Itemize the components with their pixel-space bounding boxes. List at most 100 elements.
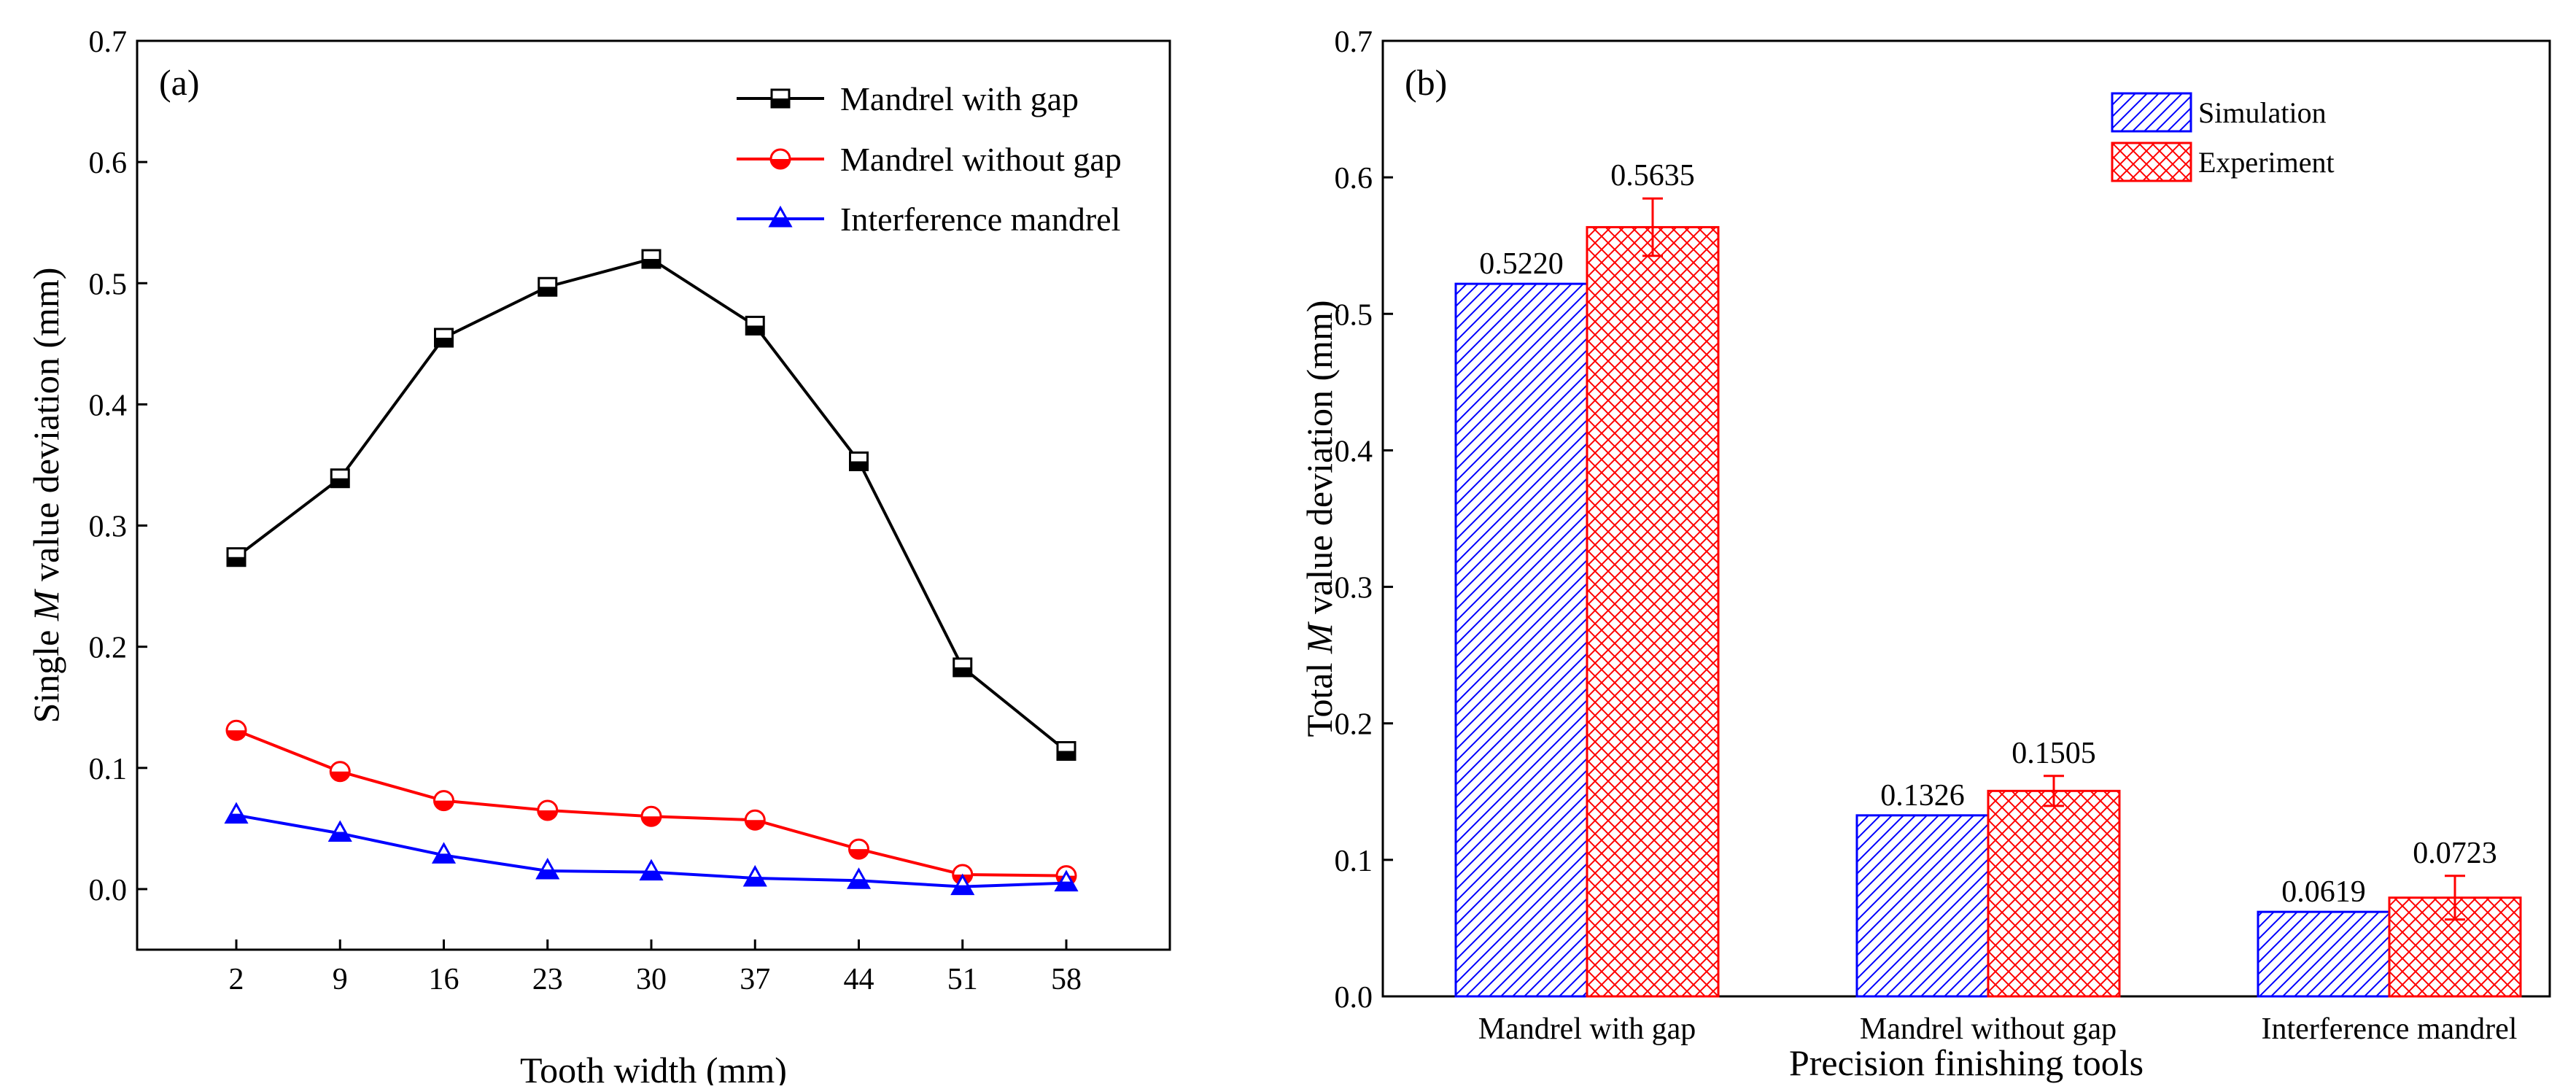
- legend-entry-mandrel-without-gap: Mandrel without gap: [737, 141, 1122, 178]
- series-experiment: 0.5635 0.1505 0.0723: [1586, 159, 2522, 998]
- legend-entry-mandrel-with-gap: Mandrel with gap: [737, 80, 1079, 117]
- x-tick-label: 2: [229, 963, 244, 996]
- data-label-simulation: 0.5220: [1479, 247, 1564, 281]
- panel-a-y-axis-title: Single M value deviation (mm): [26, 268, 66, 724]
- panel-b-y-axis: 0.0 0.1 0.2 0.3 0.4 0.5 0.6 0.7: [1335, 26, 1393, 1015]
- y-tick-label: 0.2: [89, 632, 128, 665]
- legend-label-interference-mandrel: Interference mandrel: [840, 201, 1120, 238]
- y-tick-label: 0.3: [1335, 572, 1373, 605]
- data-point-interference-mandrel: [639, 859, 664, 881]
- series-simulation: 0.5220 0.1326 0.0619: [1454, 247, 2391, 998]
- data-point-interference-mandrel: [431, 842, 457, 864]
- data-label-experiment: 0.1505: [2011, 737, 2096, 770]
- y-tick-label: 0.6: [89, 147, 128, 180]
- bar-simulation-mandrel-without-gap: [1855, 814, 1990, 998]
- data-label-experiment: 0.5635: [1610, 159, 1695, 193]
- series-interference-mandrel: [224, 802, 1079, 896]
- legend-entry-interference-mandrel: Interference mandrel: [737, 201, 1120, 238]
- y-tick-label: 0.0: [1335, 981, 1373, 1015]
- legend-marker-shape: [770, 88, 791, 109]
- y-tick-label: 0.5: [1335, 298, 1373, 332]
- error-bar-mandrel-with-gap: [1642, 197, 1663, 257]
- legend-marker-shape: [768, 205, 793, 228]
- x-tick-label: 30: [636, 963, 667, 996]
- legend-swatch-experiment: [2111, 142, 2192, 182]
- panel-b-bar-chart: 0.0 0.1 0.2 0.3 0.4 0.5 0.6 0.7 Mandrel with ga…: [1299, 26, 2551, 1083]
- y-tick-label: 0.5: [89, 268, 128, 301]
- legend-label-simulation: Simulation: [2198, 96, 2327, 129]
- panel-a-line-chart: 0.0 0.1 0.2 0.3 0.4 0.5 0.6 0.7 2 9 16 23 30 37 44 51 5…: [26, 26, 1171, 1089]
- bar-experiment-mandrel-with-gap: [1586, 225, 1720, 998]
- data-point-mandrel-without-gap: [225, 719, 247, 741]
- panel-b-y-axis-title: Total M value deviation (mm): [1299, 300, 1340, 737]
- data-point-interference-mandrel: [742, 864, 767, 887]
- y-tick-label: 0.1: [1335, 845, 1373, 878]
- panel-a-x-axis-title: Tooth width (mm): [520, 1050, 787, 1085]
- x-tick-label: Interference mandrel: [2262, 1012, 2518, 1046]
- legend-label-experiment: Experiment: [2198, 146, 2335, 179]
- data-point-interference-mandrel: [950, 873, 975, 896]
- y-tick-label: 0.0: [89, 874, 128, 907]
- panel-a-legend: Mandrel with gap Mandrel without gap Int…: [737, 80, 1122, 238]
- x-tick-label: 51: [947, 963, 978, 996]
- panel-a-plot-frame: [136, 39, 1171, 951]
- data-point-mandrel-with-gap: [953, 657, 973, 678]
- bar-simulation-interference-mandrel: [2257, 910, 2391, 998]
- data-point-interference-mandrel: [1054, 869, 1079, 892]
- legend-label-mandrel-with-gap: Mandrel with gap: [840, 80, 1079, 117]
- panel-a-x-axis: 2 9 16 23 30 37 44 51 58: [229, 939, 1082, 996]
- panel-a-label: (a): [159, 62, 200, 103]
- y-tick-label: 0.1: [89, 753, 128, 786]
- x-tick-label: 37: [740, 963, 770, 996]
- x-tick-label: 9: [333, 963, 348, 996]
- x-tick-label: 44: [844, 963, 874, 996]
- data-point-mandrel-without-gap: [537, 799, 559, 821]
- y-tick-label: 0.4: [89, 389, 128, 422]
- legend-swatch-simulation: [2111, 92, 2192, 133]
- data-point-mandrel-with-gap: [330, 468, 350, 489]
- panel-a-series: [224, 249, 1079, 896]
- data-point-mandrel-with-gap: [641, 249, 662, 269]
- data-label-simulation: 0.0619: [2281, 875, 2366, 909]
- data-point-mandrel-without-gap: [848, 838, 869, 860]
- x-tick-label: Mandrel with gap: [1478, 1012, 1696, 1046]
- series-mandrel-without-gap: [225, 719, 1077, 887]
- panel-b-label: (b): [1405, 62, 1447, 103]
- panel-b-bars: 0.5220 0.1326 0.0619 0.5635 0.1505 0.0723: [1454, 159, 2522, 998]
- x-tick-label: Mandrel without gap: [1860, 1012, 2117, 1046]
- data-point-mandrel-with-gap: [745, 315, 765, 336]
- data-label-simulation: 0.1326: [1880, 779, 1965, 813]
- y-tick-label: 0.7: [1335, 26, 1373, 59]
- legend-entry-simulation: Simulation: [2111, 92, 2327, 133]
- data-point-mandrel-without-gap: [329, 761, 351, 783]
- y-tick-label: 0.3: [89, 511, 128, 544]
- data-point-mandrel-with-gap: [226, 547, 247, 567]
- data-point-interference-mandrel: [846, 867, 872, 889]
- data-point-mandrel-with-gap: [434, 328, 454, 348]
- data-label-experiment: 0.0723: [2413, 837, 2497, 870]
- data-point-mandrel-without-gap: [433, 790, 454, 812]
- legend-marker-shape: [769, 148, 791, 170]
- series-line-mandrel-without-gap: [236, 729, 1067, 877]
- y-tick-label: 0.7: [89, 26, 128, 59]
- data-point-interference-mandrel: [535, 857, 560, 880]
- data-point-interference-mandrel: [327, 820, 352, 842]
- y-tick-label: 0.2: [1335, 708, 1373, 742]
- y-tick-label: 0.4: [1335, 435, 1373, 468]
- series-mandrel-with-gap: [226, 249, 1076, 761]
- bar-experiment-mandrel-without-gap: [1987, 789, 2121, 998]
- data-point-mandrel-without-gap: [640, 805, 662, 827]
- y-tick-label: 0.6: [1335, 162, 1373, 195]
- legend-marker-triangle: [768, 205, 793, 228]
- bar-simulation-mandrel-with-gap: [1454, 282, 1588, 998]
- data-point-mandrel-with-gap: [849, 451, 869, 471]
- panel-b-x-axis: Mandrel with gap Mandrel without gap Inter…: [1478, 986, 2518, 1046]
- data-point-mandrel-with-gap: [538, 276, 558, 297]
- data-point-interference-mandrel: [224, 802, 249, 824]
- x-tick-label: 23: [532, 963, 563, 996]
- legend-entry-experiment: Experiment: [2111, 142, 2335, 182]
- panel-b-legend: Simulation Experiment: [2111, 92, 2335, 182]
- error-bar-mandrel-without-gap: [2044, 775, 2064, 807]
